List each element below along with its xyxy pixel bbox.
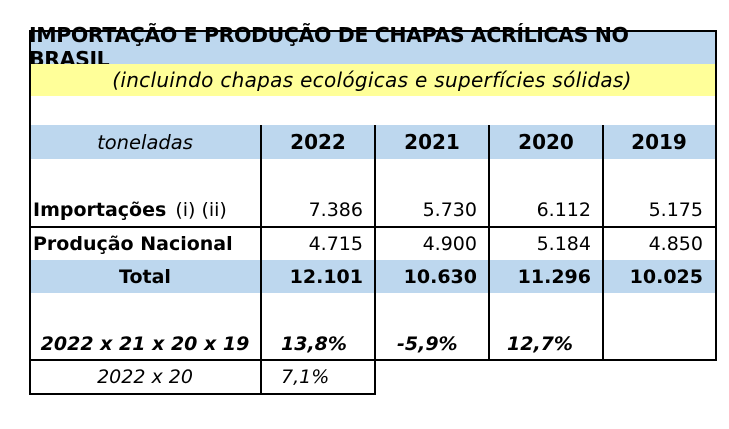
growth-2020: 12,7% <box>507 333 573 355</box>
grid-line <box>29 30 31 361</box>
imports-2022: 7.386 <box>308 198 363 221</box>
grid-line <box>602 125 604 361</box>
grid-line <box>29 393 375 395</box>
total-2022: 12.101 <box>261 260 375 293</box>
grid-line <box>29 226 717 228</box>
total-2019: 10.025 <box>603 260 715 293</box>
national-2021: 4.900 <box>422 232 477 255</box>
grid-line <box>29 30 717 32</box>
imports-2020: 6.112 <box>536 198 591 221</box>
grid-line <box>29 359 31 395</box>
year-header-2021: 2021 <box>375 125 489 159</box>
year-header-2019: 2019 <box>603 125 715 159</box>
grid-line <box>488 125 490 361</box>
growth-2021: -5,9% <box>397 333 458 355</box>
table-title: IMPORTAÇÃO E PRODUÇÃO DE CHAPAS ACRÍLICA… <box>29 23 715 71</box>
national-2022: 4.715 <box>308 232 363 255</box>
unit-header: toneladas <box>29 125 261 159</box>
total-label: Total <box>29 260 261 293</box>
year-header-2022: 2022 <box>261 125 375 159</box>
year-header-2020: 2020 <box>489 125 603 159</box>
total-2020: 11.296 <box>489 260 603 293</box>
imports-note: (i) (ii) <box>175 198 227 221</box>
national-label: Produção Nacional <box>33 232 233 255</box>
imports-2021: 5.730 <box>422 198 477 221</box>
grid-line <box>374 125 376 395</box>
imports-label: Importações <box>33 198 167 221</box>
table-subtitle: (incluindo chapas ecológicas e superfíci… <box>29 64 715 96</box>
grid-line <box>715 30 717 361</box>
growth-label: 2022 x 21 x 20 x 19 <box>40 333 250 355</box>
grid-line <box>260 125 262 395</box>
grid-line <box>29 359 717 361</box>
growth-2022: 13,8% <box>281 333 347 355</box>
growth2-label: 2022 x 20 <box>97 366 193 388</box>
national-2019: 4.850 <box>648 232 703 255</box>
national-2020: 5.184 <box>536 232 591 255</box>
imports-label-cell: Importações (i) (ii) <box>29 193 261 226</box>
total-2021: 10.630 <box>375 260 489 293</box>
imports-2019: 5.175 <box>648 198 703 221</box>
growth2-2022: 7,1% <box>281 366 330 388</box>
